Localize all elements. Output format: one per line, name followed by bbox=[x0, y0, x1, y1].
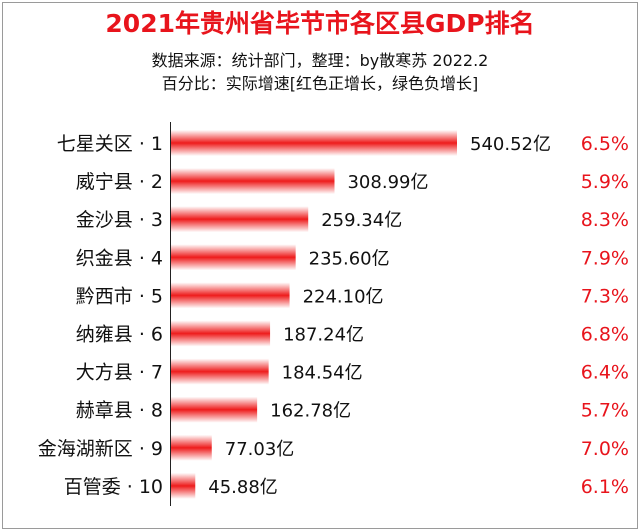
bar bbox=[171, 434, 212, 461]
growth-label: 5.7% bbox=[581, 400, 629, 422]
category-label: 黔西市 · 5 bbox=[76, 285, 163, 307]
bar bbox=[171, 168, 335, 195]
value-label: 77.03亿 bbox=[225, 439, 295, 460]
growth-label: 5.9% bbox=[581, 171, 629, 193]
value-label: 259.34亿 bbox=[321, 210, 402, 231]
value-label: 187.24亿 bbox=[283, 325, 364, 346]
category-label: 纳雍县 · 6 bbox=[76, 324, 163, 346]
bar bbox=[171, 282, 290, 309]
bar bbox=[171, 244, 296, 271]
category-label: 百管委 · 10 bbox=[64, 476, 163, 498]
value-label: 540.52亿 bbox=[470, 134, 551, 155]
value-label: 162.78亿 bbox=[270, 401, 351, 422]
bar bbox=[171, 396, 258, 423]
growth-label: 7.3% bbox=[581, 285, 629, 307]
growth-label: 6.5% bbox=[581, 133, 629, 155]
category-label: 赫章县 · 8 bbox=[76, 400, 163, 422]
category-label: 七星关区 · 1 bbox=[57, 133, 163, 155]
chart-title: 2021年贵州省毕节市各区县GDP排名 bbox=[105, 9, 535, 38]
growth-label: 6.8% bbox=[581, 324, 629, 346]
growth-label: 8.3% bbox=[581, 209, 629, 231]
category-label: 金海湖新区 · 9 bbox=[38, 438, 163, 460]
bar bbox=[171, 130, 457, 156]
chart-legend-note: 百分比：实际增速[红色正增长，绿色负增长] bbox=[161, 74, 479, 93]
value-label: 184.54亿 bbox=[282, 363, 363, 384]
category-label: 金沙县 · 3 bbox=[76, 209, 163, 231]
growth-label: 6.4% bbox=[581, 362, 629, 384]
bar bbox=[171, 358, 269, 385]
bar bbox=[171, 320, 271, 347]
category-label: 大方县 · 7 bbox=[76, 362, 163, 384]
y-axis-line bbox=[170, 122, 171, 506]
growth-label: 7.9% bbox=[581, 247, 629, 269]
growth-label: 7.0% bbox=[581, 438, 629, 460]
growth-label: 6.1% bbox=[581, 476, 629, 498]
category-label: 织金县 · 4 bbox=[76, 247, 163, 269]
value-label: 235.60亿 bbox=[309, 248, 390, 269]
value-label: 308.99亿 bbox=[347, 172, 428, 193]
bar bbox=[171, 472, 196, 499]
category-label: 威宁县 · 2 bbox=[76, 171, 163, 193]
value-label: 224.10亿 bbox=[303, 286, 384, 307]
value-label: 45.88亿 bbox=[208, 477, 278, 498]
chart-source-line: 数据来源：统计部门，整理：by散寒苏 2022.2 bbox=[151, 51, 489, 70]
bar bbox=[171, 206, 309, 233]
